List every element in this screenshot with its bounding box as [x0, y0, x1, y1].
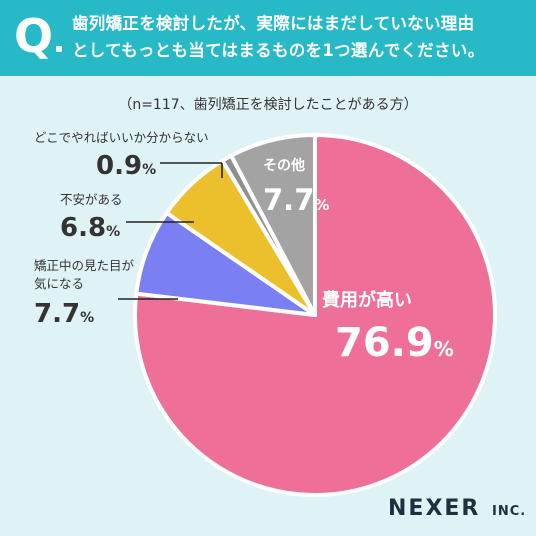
pie-slice-1: [133, 133, 497, 497]
slice-label-5: その他: [263, 157, 305, 174]
slice-label-2-line-2: 気になる: [34, 276, 84, 291]
question-line-2: としてもっとも当てはまるものを1つ選んでください。: [72, 41, 485, 60]
slice-label-3-line-1: 不安がある: [60, 192, 123, 207]
logo-suffix: INC.: [492, 504, 527, 519]
slice-value-5: 7.7%: [263, 183, 329, 217]
slice-label-4-line-1: どこでやればいいか分からない: [34, 130, 209, 145]
slice-value-4: 0.9%: [96, 151, 156, 181]
nexer-logo: NEXER INC.: [388, 496, 526, 521]
q-mark: Q: [14, 9, 54, 63]
leader-lines: [118, 162, 223, 300]
question-line-1: 歯列矯正を検討したが、実際にはまだしていない理由: [72, 14, 475, 33]
slice-label-2-line-1: 矯正中の見た目が: [34, 258, 135, 273]
pie-slice-5: [229, 133, 317, 317]
slice-value-1: 76.9%: [335, 320, 454, 366]
question-header: Q 歯列矯正を検討したが、実際にはまだしていない理由 としてもっとも当てはまるも…: [0, 0, 536, 76]
pie-slices: [133, 133, 497, 497]
logo-name: NEXER: [388, 496, 481, 521]
question-text: 歯列矯正を検討したが、実際にはまだしていない理由 としてもっとも当てはまるものを…: [72, 10, 528, 64]
sample-note: （n=117、歯列矯正を検討したことがある方）: [118, 97, 418, 113]
slice-value-3: 6.8%: [60, 213, 120, 243]
slice-label-1: 費用が高い: [322, 289, 412, 311]
q-mark-dot: [56, 46, 62, 52]
slice-value-2: 7.7%: [34, 299, 94, 329]
